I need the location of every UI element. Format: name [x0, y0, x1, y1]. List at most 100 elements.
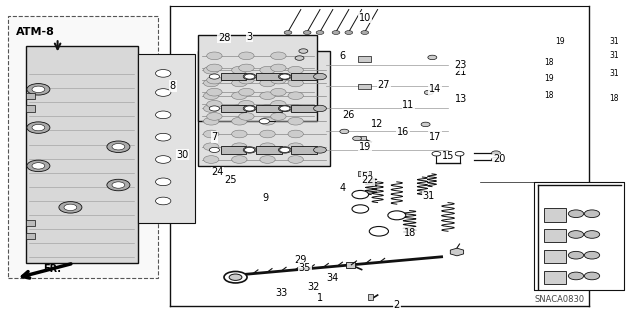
Circle shape — [288, 105, 303, 112]
Circle shape — [568, 272, 584, 280]
Circle shape — [280, 147, 290, 152]
Circle shape — [156, 156, 171, 163]
Text: FR.: FR. — [44, 263, 61, 274]
Bar — [26, 220, 35, 226]
Bar — [291, 73, 317, 80]
Circle shape — [27, 84, 50, 95]
Circle shape — [260, 105, 275, 112]
Text: 3: 3 — [246, 32, 253, 42]
Text: 7: 7 — [211, 132, 218, 142]
Circle shape — [224, 271, 247, 283]
Bar — [544, 208, 566, 222]
Text: 2: 2 — [394, 300, 400, 310]
Circle shape — [204, 92, 219, 100]
Circle shape — [243, 73, 256, 80]
Circle shape — [209, 74, 220, 79]
Bar — [346, 262, 355, 268]
Text: 31: 31 — [609, 69, 620, 78]
Circle shape — [568, 231, 584, 238]
Circle shape — [271, 64, 286, 72]
Text: 12: 12 — [371, 119, 384, 130]
Circle shape — [492, 151, 500, 155]
Circle shape — [204, 130, 219, 138]
Circle shape — [432, 152, 441, 156]
Circle shape — [207, 76, 222, 84]
Circle shape — [303, 31, 311, 34]
Circle shape — [239, 52, 254, 60]
Circle shape — [207, 88, 222, 96]
Circle shape — [271, 88, 286, 96]
Circle shape — [207, 113, 222, 120]
Circle shape — [260, 79, 275, 87]
Circle shape — [243, 105, 256, 112]
Bar — [358, 171, 371, 176]
Circle shape — [428, 55, 437, 60]
Text: 18: 18 — [610, 94, 619, 103]
Bar — [544, 250, 566, 263]
Bar — [8, 16, 158, 278]
Circle shape — [388, 211, 406, 220]
Circle shape — [232, 92, 247, 100]
Text: 20: 20 — [493, 154, 506, 165]
Bar — [360, 136, 366, 140]
Circle shape — [232, 79, 247, 87]
Circle shape — [243, 147, 256, 153]
Bar — [544, 271, 566, 284]
Circle shape — [239, 88, 254, 96]
Text: 27: 27 — [378, 79, 390, 90]
Bar — [26, 233, 35, 239]
Circle shape — [32, 86, 45, 93]
Bar — [256, 105, 282, 112]
Circle shape — [259, 119, 269, 124]
Circle shape — [27, 122, 50, 133]
Circle shape — [284, 31, 292, 34]
Circle shape — [156, 133, 171, 141]
Bar — [256, 146, 282, 154]
Circle shape — [278, 147, 291, 153]
Circle shape — [288, 156, 303, 163]
Text: 34: 34 — [326, 272, 339, 283]
Circle shape — [352, 205, 369, 213]
Text: 4: 4 — [339, 183, 346, 193]
Circle shape — [207, 100, 222, 108]
Circle shape — [340, 129, 349, 134]
Text: 14: 14 — [429, 84, 442, 94]
Text: 31: 31 — [422, 191, 435, 201]
Text: 11: 11 — [402, 100, 415, 110]
Circle shape — [299, 49, 308, 53]
Circle shape — [232, 143, 247, 151]
Circle shape — [288, 79, 303, 87]
Bar — [26, 105, 35, 112]
Circle shape — [316, 31, 324, 34]
Text: 21: 21 — [454, 67, 467, 77]
Bar — [291, 105, 317, 112]
Circle shape — [107, 179, 130, 191]
Text: 32: 32 — [307, 282, 320, 292]
Bar — [221, 105, 246, 112]
Circle shape — [232, 156, 247, 163]
Text: 24: 24 — [211, 167, 224, 177]
Circle shape — [421, 122, 430, 127]
Bar — [368, 294, 373, 300]
Bar — [358, 56, 371, 62]
Text: 19: 19 — [544, 74, 554, 83]
Bar — [534, 182, 624, 290]
Text: 17: 17 — [429, 132, 442, 142]
Circle shape — [288, 66, 303, 74]
Text: 30: 30 — [176, 150, 189, 160]
Bar — [198, 51, 330, 166]
Bar — [26, 93, 35, 99]
Circle shape — [239, 113, 254, 120]
Circle shape — [204, 66, 219, 74]
Circle shape — [232, 66, 247, 74]
Circle shape — [288, 143, 303, 151]
Circle shape — [156, 178, 171, 186]
Text: 15: 15 — [442, 151, 454, 161]
Circle shape — [271, 100, 286, 108]
Text: 22: 22 — [362, 175, 374, 185]
Circle shape — [244, 74, 255, 79]
Bar — [198, 35, 317, 121]
Circle shape — [455, 152, 464, 156]
Circle shape — [239, 100, 254, 108]
Circle shape — [209, 106, 220, 111]
